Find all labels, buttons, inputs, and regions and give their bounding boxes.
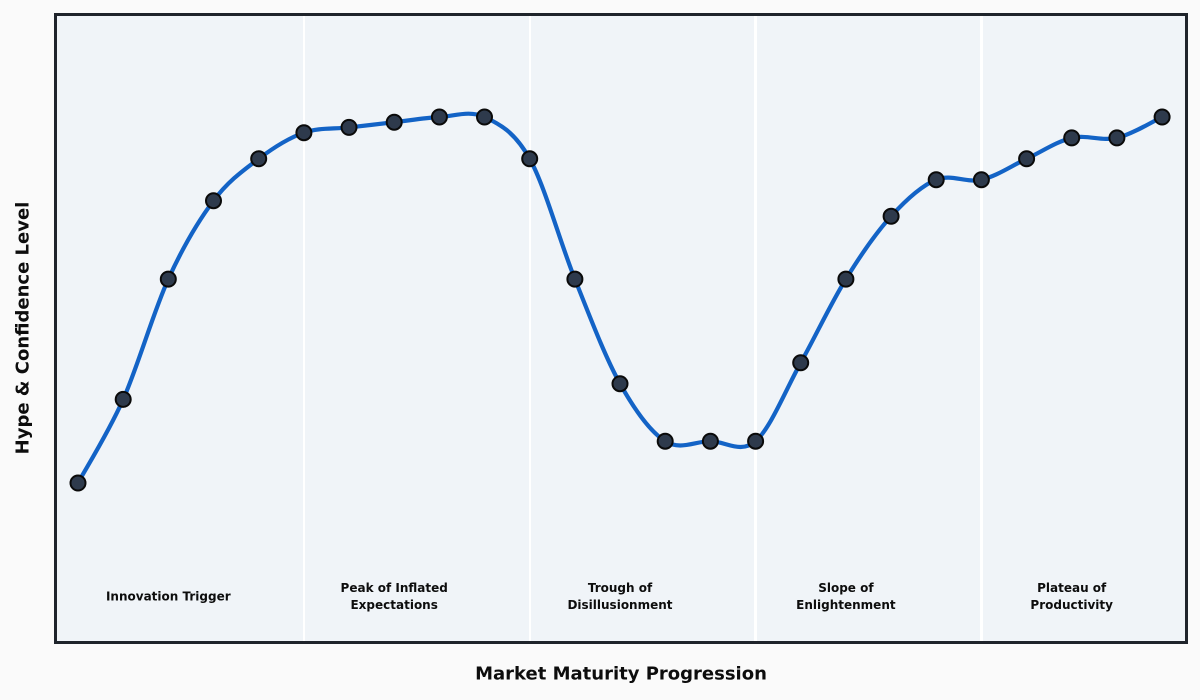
plot-area [54,13,1188,644]
data-point-marker [205,192,222,210]
data-point-marker [159,270,177,288]
phase-label-innovation-trigger: Innovation Trigger [105,589,231,604]
x-axis-label: Market Maturity Progression [475,663,767,685]
data-point-marker [1153,108,1171,126]
data-point-marker [250,150,268,168]
phase-divider [754,16,757,641]
data-point-marker [972,171,990,189]
phase-label-trough-of-disillusionment: Trough of Disillusionment [567,581,673,612]
data-point-markers [69,108,1171,492]
phase-label-plateau-of-productivity: Plateau of Productivity [1030,581,1113,612]
data-point-marker [295,124,313,142]
data-point-marker [69,474,87,492]
data-point-marker [882,207,900,225]
data-point-marker [792,354,810,372]
data-point-marker [385,113,403,131]
data-point-marker [1063,129,1081,147]
data-point-marker [747,432,765,450]
data-point-marker [927,171,945,189]
data-point-marker [340,118,358,136]
data-point-marker [476,108,493,126]
phase-divider [302,16,306,641]
phase-label-peak-of-inflated-expectations: Peak of Inflated Expectations [340,581,448,612]
phase-divider [528,16,531,641]
data-point-marker [521,150,539,168]
data-point-marker [114,390,132,408]
data-point-marker [701,432,719,450]
data-point-marker [837,270,855,288]
y-axis-label: Hype & Confidence Level [12,201,34,455]
data-point-marker [656,432,674,450]
phase-label-slope-of-enlightenment: Slope of Enlightenment [796,581,896,612]
phase-divider [980,16,983,641]
data-point-marker [430,108,448,126]
data-point-marker [1018,150,1036,168]
data-point-marker [566,270,584,288]
data-point-marker [611,375,629,393]
hype-curve-line [75,111,1165,486]
data-point-marker [1108,129,1126,147]
